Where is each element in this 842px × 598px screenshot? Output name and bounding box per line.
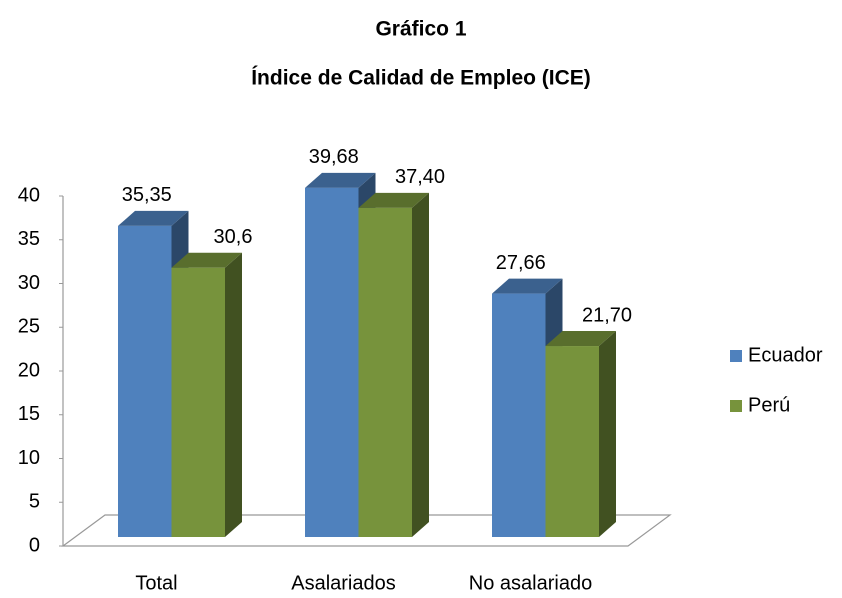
bar — [545, 346, 599, 537]
bar-side — [225, 252, 242, 537]
bar-side — [599, 331, 616, 537]
y-tick-label: 10 — [18, 447, 40, 469]
y-tick-label: 20 — [18, 359, 40, 381]
data-label: 37,40 — [395, 166, 445, 188]
bar-top — [492, 278, 563, 294]
bar-top — [545, 331, 616, 347]
bar — [118, 225, 172, 538]
floor — [61, 514, 672, 547]
bar-top — [171, 252, 242, 268]
bar-top — [305, 172, 376, 188]
y-tick-label: 15 — [18, 403, 40, 425]
bar-top — [118, 210, 189, 226]
data-label: 39,68 — [309, 146, 359, 168]
bar — [305, 187, 359, 538]
legend-swatch — [730, 400, 742, 412]
bar-side — [412, 192, 429, 537]
legend-swatch — [730, 350, 742, 362]
legend-label: Perú — [748, 394, 790, 416]
data-label: 35,35 — [122, 184, 172, 206]
y-tick-label: 35 — [18, 228, 40, 250]
y-tick-label: 5 — [29, 491, 40, 513]
bar-top — [358, 192, 429, 208]
chart-subtitle: Índice de Calidad de Empleo (ICE) — [251, 67, 591, 90]
y-tick-label: 25 — [18, 316, 40, 338]
bar — [492, 293, 546, 537]
x-tick-label: Asalariados — [291, 572, 396, 594]
y-tick-label: 30 — [18, 272, 40, 294]
bar — [171, 267, 225, 537]
legend-label: Ecuador — [748, 344, 823, 366]
y-tick-label: 0 — [29, 534, 40, 556]
bar — [358, 207, 412, 537]
x-tick-label: No asalariado — [469, 572, 592, 594]
x-tick-label: Total — [135, 572, 177, 594]
y-tick-label: 40 — [18, 184, 40, 206]
data-label: 21,70 — [582, 304, 632, 326]
data-label: 30,6 — [214, 226, 253, 248]
chart-title: Gráfico 1 — [375, 18, 466, 41]
data-label: 27,66 — [496, 252, 546, 274]
